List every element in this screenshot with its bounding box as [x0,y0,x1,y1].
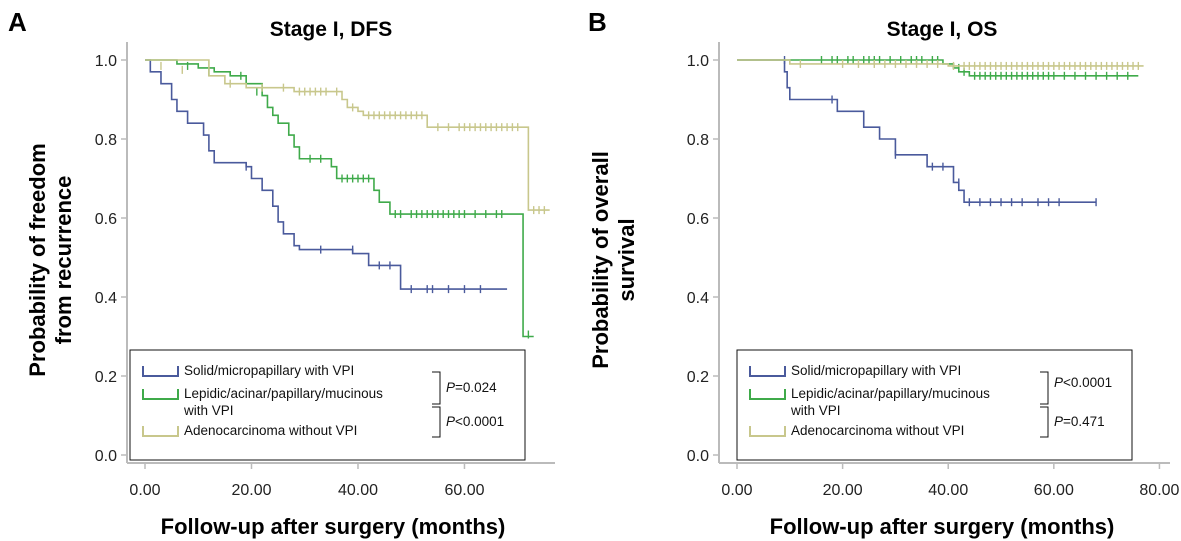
pvalue-symbol: P [446,380,455,395]
chart-title-a: Stage I, DFS [270,18,393,41]
panel-label-b: B [588,7,607,37]
km-curve-solid-a [145,59,508,290]
x-tick-label-b: 40.00 [928,482,968,499]
km-curve-lepidic-b [737,59,1139,77]
y-axis-label-a-line1: Probability of freedom [25,143,50,376]
pvalue-bracket-2-a [432,406,441,438]
km-curve-lepidic-a [145,59,534,338]
pvalue-number: <0.0001 [1063,375,1112,390]
legend-label-lepidic-line2-a: with VPI [183,403,234,418]
legend-swatch-solid-a [142,366,179,377]
legend-b: Solid/micropapillary with VPI Lepidic/ac… [736,349,1133,461]
x-tick-label-b: 80.00 [1139,482,1179,499]
y-axis-label-b-line1: Probability of overall [588,151,613,369]
y-axis-label-b-line2: survival [614,218,639,301]
legend-box-b [736,349,1133,461]
y-tick-label-a: 0.4 [95,290,117,307]
legend-label-lepidic-b: Lepidic/acinar/papillary/mucinous with VP… [790,386,990,418]
km-curve-adeno-a [145,59,550,211]
y-tick-label-b: 0.8 [687,132,709,149]
pvalue-number: <0.0001 [455,414,504,429]
plot-area-b: 0.00 20.00 40.00 60.00 80.00 0.0 0.2 0.4 0.6 0.8 1… [687,42,1180,499]
y-tick-label-a: 0.8 [95,132,117,149]
x-tick-label-b: 60.00 [1034,482,1074,499]
x-axis-label-a: Follow-up after surgery (months) [161,514,506,539]
x-axis-label-b: Follow-up after surgery (months) [770,514,1115,539]
pvalue-symbol: P [1054,375,1063,390]
y-tick-label-b: 0.6 [687,211,709,228]
pvalue-bracket-2-b [1040,406,1049,438]
x-tick-label-a: 40.00 [338,482,378,499]
legend-label-adeno-b: Adenocarcinoma without VPI [791,423,964,438]
legend-swatch-solid-b [749,366,786,377]
legend-box-a [129,349,526,461]
legend-label-lepidic-a: Lepidic/acinar/papillary/mucinous with VP… [183,386,383,418]
pvalue-number: =0.024 [455,380,497,395]
legend-a: Solid/micropapillary with VPI Lepidic/ac… [129,349,526,461]
plot-area-a: 0.00 20.00 40.00 60.00 0.0 0.2 0.4 0.6 0.8 1.0 [95,42,555,499]
y-tick-label-a: 0.6 [95,211,117,228]
legend-label-adeno-a: Adenocarcinoma without VPI [184,423,357,438]
x-tick-label-a: 60.00 [444,482,484,499]
pvalue-2-a: P<0.0001 [446,414,504,429]
x-tick-label-a: 20.00 [231,482,271,499]
x-tick-label-a: 0.00 [129,482,160,499]
legend-label-solid-a: Solid/micropapillary with VPI [184,363,354,378]
legend-swatch-lepidic-b [749,389,786,400]
y-axis-label-a-line2: from recurrence [51,176,76,345]
km-curve-solid-b [737,59,1097,203]
y-tick-label-b: 1.0 [687,53,709,70]
panel-b: B Stage I, OS Probability of overall sur… [588,7,1180,539]
y-tick-label-b: 0.4 [687,290,709,307]
pvalue-symbol: P [446,414,455,429]
y-tick-label-b: 0.2 [687,369,709,386]
y-tick-label-b: 0.0 [687,448,709,465]
x-tick-label-b: 20.00 [823,482,863,499]
chart-title-b: Stage I, OS [887,18,998,41]
pvalue-2-b: P=0.471 [1054,414,1105,429]
pvalue-bracket-1-a [432,371,441,405]
pvalue-symbol: P [1054,414,1063,429]
legend-swatch-adeno-a [142,426,179,437]
y-tick-label-a: 0.2 [95,369,117,386]
pvalue-1-a: P=0.024 [446,380,497,395]
pvalue-bracket-1-b [1040,371,1049,405]
pvalue-number: =0.471 [1063,414,1105,429]
y-tick-label-a: 0.0 [95,448,117,465]
panel-a: A Stage I, DFS Probability of freedom fr… [8,7,555,539]
x-tick-label-b: 0.00 [721,482,752,499]
legend-label-solid-b: Solid/micropapillary with VPI [791,363,961,378]
pvalue-1-b: P<0.0001 [1054,375,1112,390]
legend-swatch-lepidic-a [142,389,179,400]
km-curve-adeno-b [737,59,1144,67]
legend-label-lepidic-line2-b: with VPI [790,403,841,418]
legend-label-lepidic-line1-a: Lepidic/acinar/papillary/mucinous [184,386,383,401]
legend-swatch-adeno-b [749,426,786,437]
y-tick-label-a: 1.0 [95,53,117,70]
panel-label-a: A [8,7,27,37]
legend-label-lepidic-line1-b: Lepidic/acinar/papillary/mucinous [791,386,990,401]
